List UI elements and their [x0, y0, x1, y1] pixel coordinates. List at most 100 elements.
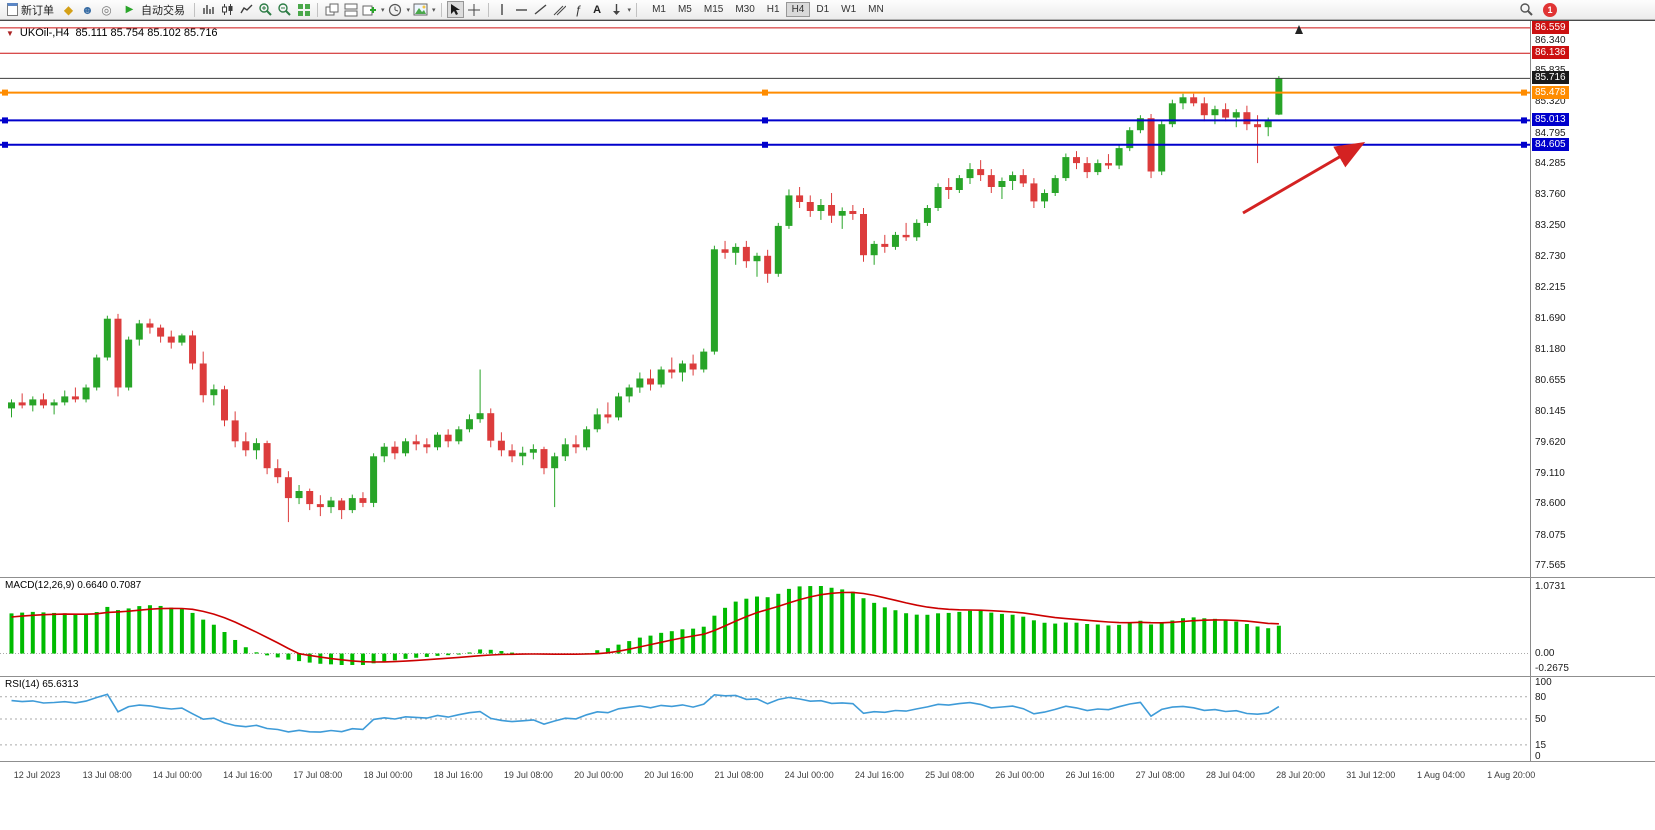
macd-bar [371, 653, 376, 664]
candle [678, 360, 686, 382]
candle [476, 369, 484, 423]
timeframe-m30[interactable]: M30 [735, 4, 755, 15]
candle [1094, 159, 1102, 176]
candlestick-icon[interactable] [219, 1, 236, 18]
zoom-out-icon[interactable] [276, 1, 293, 18]
auto-trading-button[interactable]: ▶ 自动交易 [117, 0, 189, 19]
text-tool-icon[interactable]: A [593, 3, 602, 16]
timeframe-m1[interactable]: M1 [652, 4, 666, 15]
candle [1158, 121, 1166, 176]
hline-handle[interactable] [2, 117, 8, 124]
price-tick: 81.690 [1535, 313, 1566, 325]
hline-handle[interactable] [1521, 117, 1527, 124]
vertical-line-tool-icon[interactable] [494, 1, 511, 18]
price-tick: 86.340 [1535, 35, 1566, 46]
hline-handle[interactable] [762, 89, 768, 96]
search-icon[interactable] [1518, 1, 1535, 18]
cursor-tool-icon[interactable] [446, 1, 464, 18]
chevron-down-icon[interactable]: ▾ [381, 6, 385, 14]
timeframe-h4[interactable]: H4 [785, 2, 811, 17]
timeframe-h1[interactable]: H1 [766, 4, 780, 15]
macd-bar [712, 615, 717, 654]
candle [29, 396, 37, 412]
candle [572, 435, 580, 454]
candle [284, 471, 292, 523]
toolbar: 新订单 ◆ ☻ ◎ ▶ 自动交易 ▾ ▾ ▾ ƒ A ▾ M1 M5 M15 M30 H… [0, 0, 1655, 20]
candle [934, 183, 942, 211]
cascade-windows-icon[interactable] [323, 1, 340, 18]
candle [167, 330, 175, 349]
chevron-down-icon[interactable]: ▾ [432, 6, 436, 14]
new-chart-icon[interactable] [361, 1, 378, 18]
main-chart[interactable] [0, 21, 1530, 578]
macd-bar [510, 652, 515, 654]
arrow-annotation[interactable] [1242, 141, 1366, 215]
macd-bar [776, 593, 781, 654]
crosshair-tool-icon[interactable] [466, 1, 483, 18]
candle [8, 399, 15, 418]
candle [593, 408, 601, 433]
deposit-icon[interactable]: ◆ [63, 2, 74, 17]
price-badge: 85.716 [1532, 71, 1569, 85]
chevron-down-icon[interactable]: ▾ [406, 6, 411, 14]
candle [18, 393, 26, 409]
chart-marker-icon: ▼ [6, 28, 14, 38]
timeframe-m15[interactable]: M15 [703, 4, 724, 15]
toolbar-separator [636, 2, 638, 17]
up-arrow-mark[interactable] [1295, 25, 1303, 34]
rsi-axis-label: 100 [1535, 677, 1552, 688]
market-depth-icon[interactable]: ◎ [101, 2, 112, 17]
price-axis: 86.340 85.835 85.320 84.795 84.285 83.760 83.2… [1530, 21, 1655, 577]
rsi-axis: 100 80 50 15 0 [1530, 677, 1655, 762]
macd-chart[interactable] [0, 578, 1530, 677]
candle [1051, 175, 1059, 196]
candle [540, 446, 548, 475]
bar-chart-icon[interactable] [200, 1, 217, 18]
chevron-down-icon[interactable]: ▾ [627, 6, 632, 14]
candle [423, 438, 431, 454]
macd-bar [691, 628, 696, 654]
horizontal-line-tool-icon[interactable] [513, 1, 530, 18]
price-tick: 81.180 [1535, 343, 1566, 355]
line-chart-icon[interactable] [238, 1, 255, 18]
timeframe-d1[interactable]: D1 [816, 4, 830, 15]
trendline-tool-icon[interactable] [532, 1, 549, 18]
zoom-in-icon[interactable] [257, 1, 274, 18]
rsi-chart[interactable] [0, 677, 1530, 762]
candle [796, 187, 804, 208]
candle [647, 369, 654, 391]
macd-panel: MACD(12,26,9) 0.6640 0.7087 1.0731 0.00 -0… [0, 577, 1655, 676]
timeframe-m5[interactable]: M5 [677, 4, 692, 15]
profile-icon[interactable]: ☻ [81, 2, 94, 17]
template-icon[interactable] [412, 1, 429, 18]
hline-handle[interactable] [2, 141, 8, 148]
notification-badge[interactable]: 1 [1543, 2, 1557, 17]
toolbar-separator [487, 2, 489, 17]
time-label: 21 Jul 08:00 [714, 770, 764, 780]
candle [306, 488, 314, 511]
channel-tool-icon[interactable] [551, 1, 568, 18]
timeframe-mn[interactable]: MN [868, 4, 884, 15]
rsi-axis-label: 80 [1535, 691, 1547, 703]
period-clock-icon[interactable] [387, 1, 404, 18]
hline-handle[interactable] [2, 89, 8, 96]
macd-bar [20, 612, 25, 654]
new-order-button[interactable]: 新订单 [3, 1, 58, 19]
tile-windows-icon[interactable] [295, 1, 312, 18]
macd-bar [840, 589, 845, 654]
candle [817, 199, 825, 220]
candle [966, 163, 974, 184]
macd-bar [478, 649, 483, 654]
hline-handle[interactable] [762, 117, 768, 124]
time-label: 17 Jul 08:00 [293, 770, 343, 780]
arrows-tool-icon[interactable] [608, 1, 625, 18]
timeframe-w1[interactable]: W1 [841, 4, 857, 15]
macd-bar [392, 653, 397, 661]
macd-bar [201, 619, 206, 654]
arrange-windows-icon[interactable] [342, 1, 359, 18]
hline-handle[interactable] [1521, 141, 1527, 148]
fibonacci-tool-icon[interactable]: ƒ [574, 2, 582, 17]
hline-handle[interactable] [762, 141, 768, 148]
hline-handle[interactable] [1521, 89, 1527, 96]
macd-bar [1106, 625, 1111, 654]
